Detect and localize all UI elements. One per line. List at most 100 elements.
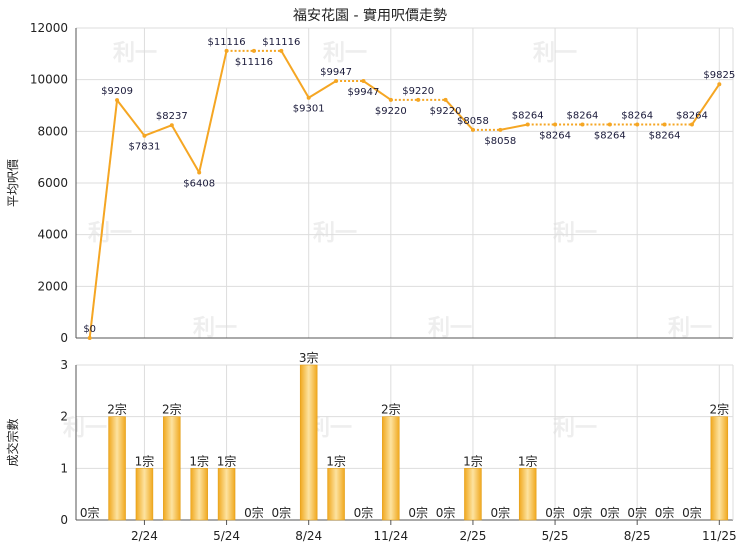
volume-bar — [327, 468, 345, 521]
price-point — [197, 170, 202, 175]
volume-bar — [163, 416, 181, 521]
price-data-label: $9947 — [348, 87, 380, 98]
volume-data-label: 1宗 — [217, 453, 237, 468]
volume-data-label: 0宗 — [627, 505, 647, 520]
price-line-segment — [444, 99, 474, 131]
price-point — [416, 97, 421, 102]
volume-bar — [382, 416, 400, 521]
price-data-label: $8237 — [156, 111, 188, 122]
volume-bar — [135, 468, 154, 521]
price-point — [251, 48, 256, 53]
volume-bar — [518, 468, 537, 521]
watermark-text: 利一 — [428, 316, 472, 341]
volume-data-label: 0宗 — [408, 505, 428, 520]
price-data-label: $9947 — [320, 67, 352, 78]
price-data-label: $0 — [83, 324, 96, 335]
price-data-label: $8264 — [567, 111, 599, 122]
price-line-segment — [170, 124, 201, 173]
x-tick-label: 2/25 — [459, 529, 486, 543]
volume-panel: 0 1 2 3 成交宗數 0宗 2宗 1宗 2宗 1宗 1宗 0宗 0宗 3宗 1宗 0宗 2宗 0宗 0宗 1宗 0宗… — [5, 350, 737, 543]
chart-title: 福安花園 - 實用呎價走勢 — [293, 7, 447, 24]
watermark-text: 利一 — [553, 416, 597, 441]
price-point — [635, 122, 640, 127]
price-point — [169, 123, 174, 128]
price-point — [443, 97, 448, 102]
price-line-segment — [116, 99, 146, 137]
price-data-label: $9220 — [430, 106, 462, 117]
volume-data-label: 1宗 — [135, 453, 155, 468]
y-tick-label: 1 — [60, 461, 68, 475]
price-data-label: $11116 — [235, 57, 273, 68]
price-point — [717, 82, 722, 87]
watermark-text: 利一 — [323, 41, 367, 66]
y-tick-label: 2 — [60, 410, 68, 424]
price-data-label: $9209 — [101, 86, 133, 97]
price-point — [580, 122, 585, 127]
x-tick-label: 5/25 — [542, 529, 569, 543]
volume-bar — [464, 468, 482, 521]
price-data-label: $11116 — [207, 37, 245, 48]
price-line-segment — [362, 80, 392, 101]
volume-data-label: 0宗 — [354, 505, 374, 520]
price-data-label: $11116 — [262, 37, 300, 48]
volume-data-label: 1宗 — [189, 453, 209, 468]
price-point — [470, 127, 475, 132]
volume-data-label: 0宗 — [80, 505, 100, 520]
volume-data-label: 0宗 — [436, 505, 456, 520]
price-point — [525, 122, 530, 127]
price-point — [334, 79, 339, 84]
volume-data-label: 0宗 — [244, 505, 264, 520]
price-point — [553, 122, 558, 127]
price-point — [306, 95, 311, 100]
y-axis-title: 平均呎價 — [6, 159, 20, 207]
y-axis-title: 成交宗數 — [5, 418, 20, 466]
volume-data-label: 0宗 — [490, 505, 510, 520]
price-data-label: $8264 — [649, 131, 681, 142]
price-point — [361, 79, 366, 84]
price-point — [115, 98, 120, 103]
x-tick-label: 8/24 — [295, 529, 322, 543]
price-point — [689, 122, 694, 127]
price-point — [224, 48, 229, 53]
volume-data-label: 1宗 — [463, 453, 483, 468]
price-data-label: $8264 — [621, 111, 653, 122]
price-data-label: $8264 — [539, 131, 571, 142]
price-panel: 0 2000 4000 6000 8000 10000 12000 平均呎價 $0 $9209 $7… — [6, 21, 735, 345]
x-tick-label: 5/24 — [213, 529, 240, 543]
watermark-text: 利一 — [668, 316, 712, 341]
volume-bar — [299, 364, 318, 521]
volume-data-label: 1宗 — [326, 453, 346, 468]
price-point — [87, 336, 92, 340]
price-point — [279, 48, 284, 53]
y-tick-label: 2000 — [37, 279, 68, 293]
y-tick-label: 0 — [60, 331, 68, 345]
x-tick-label: 8/25 — [624, 529, 651, 543]
price-data-label: $8058 — [457, 116, 489, 127]
watermark-text: 利一 — [553, 221, 597, 246]
volume-data-label: 0宗 — [271, 505, 291, 520]
price-line-segment — [308, 80, 337, 99]
price-point — [498, 127, 503, 132]
price-data-label: $9220 — [402, 86, 434, 97]
y-tick-label: 8000 — [37, 124, 68, 138]
price-data-label: $8264 — [594, 131, 626, 142]
watermark-text: 利一 — [193, 316, 237, 341]
y-tick-label: 10000 — [30, 73, 68, 87]
price-point — [388, 97, 393, 102]
volume-bar — [217, 468, 236, 521]
watermark-text: 利一 — [88, 221, 132, 246]
price-data-label: $9301 — [293, 104, 325, 115]
volume-data-label: 2宗 — [162, 402, 182, 417]
price-data-label: $8058 — [484, 136, 516, 147]
volume-bar — [108, 416, 126, 521]
y-tick-label: 6000 — [37, 176, 68, 190]
price-line-segment — [280, 50, 310, 99]
y-tick-label: 4000 — [37, 228, 68, 242]
price-point — [662, 122, 667, 127]
volume-data-label: 2宗 — [381, 402, 401, 417]
price-data-label: $8264 — [512, 111, 544, 122]
volume-data-label: 2宗 — [107, 402, 127, 417]
volume-bar — [710, 416, 729, 521]
